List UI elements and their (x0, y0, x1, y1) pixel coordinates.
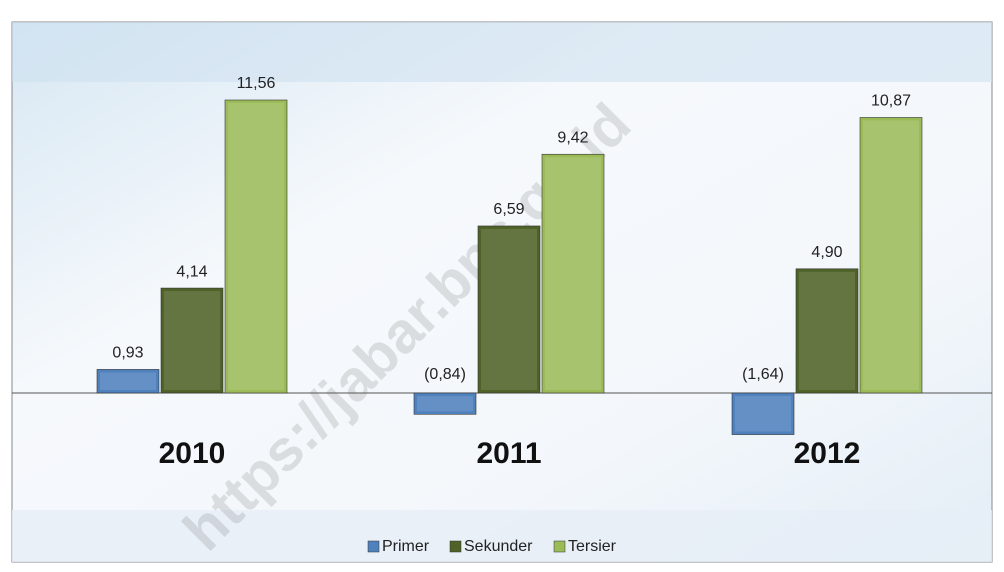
category-label: 2012 (794, 437, 861, 470)
category-label: 2011 (476, 437, 541, 470)
bar (160, 287, 224, 394)
band (12, 510, 992, 562)
legend-label: Primer (382, 538, 430, 555)
legend-label: Sekunder (464, 538, 533, 555)
bar (541, 153, 605, 394)
value-label: (1,64) (742, 366, 784, 383)
bar-bevel (863, 120, 919, 390)
value-label: (0,84) (424, 366, 466, 383)
bar-bevel (545, 157, 601, 390)
bar (224, 99, 288, 394)
bar-bevel (799, 271, 855, 390)
bar-bevel (417, 396, 473, 412)
bar (96, 369, 160, 394)
bar-bevel (735, 396, 791, 432)
legend-swatch (449, 540, 462, 553)
bar-bevel (228, 103, 284, 390)
value-label: 4,90 (811, 244, 842, 261)
bar (731, 392, 795, 435)
legend-label: Tersier (568, 538, 617, 555)
bar (477, 225, 541, 394)
value-label: 9,42 (557, 129, 588, 146)
category-label: 2010 (159, 437, 226, 470)
value-label: 4,14 (176, 263, 207, 280)
bar (795, 268, 859, 394)
value-label: 11,56 (237, 75, 276, 92)
value-label: 0,93 (112, 345, 143, 362)
value-label: 10,87 (871, 93, 911, 110)
bar (859, 117, 923, 394)
bar-bevel (481, 228, 537, 390)
bar-bevel (164, 291, 220, 390)
legend-swatch (367, 540, 380, 553)
legend-swatch (553, 540, 566, 553)
bar-bevel (100, 372, 156, 390)
band (12, 22, 992, 82)
value-label: 6,59 (493, 201, 524, 218)
bar (413, 392, 477, 415)
